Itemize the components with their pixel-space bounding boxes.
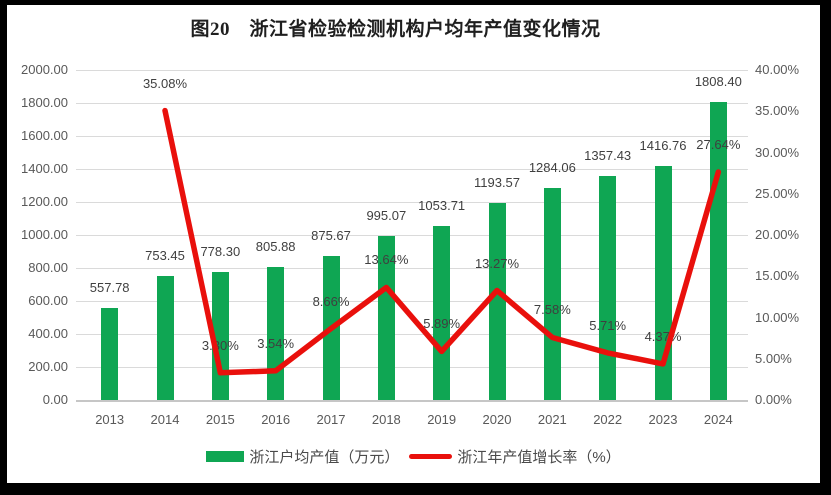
growth-rate-label: 7.58% [533,302,571,318]
bar [543,188,561,400]
gridline [76,70,748,71]
x-axis-category-label: 2013 [95,412,125,427]
x-axis-category-label: 2023 [648,412,678,427]
gridline [76,169,748,170]
growth-rate-label: 13.27% [474,255,520,271]
line-series-swatch-icon [409,453,453,459]
x-axis-category-label: 2022 [593,412,623,427]
gridline [76,235,748,236]
bar [654,166,672,400]
bar-series-swatch-icon [206,450,245,462]
x-axis-category-label: 2017 [316,412,346,427]
legend-label-bar-series: 浙江户均产值（万元） [249,448,400,466]
bar [267,267,285,400]
legend-label-line-series: 浙江年产值增长率（%） [457,448,621,466]
left-axis-tick-label: 1400.00 [21,161,68,176]
gridline [76,301,748,302]
bar [488,203,506,400]
left-axis-tick-label: 1200.00 [21,194,68,209]
right-axis-tick-label: 30.00% [755,144,800,160]
left-axis-tick-label: 200.00 [28,359,68,374]
bar [211,271,229,400]
growth-rate-label: 5.89% [423,316,461,332]
growth-rate-label: 13.64% [364,252,409,268]
right-axis-tick-label: 20.00% [755,227,800,242]
bar [322,255,340,400]
bar-value-label: 1053.71 [418,198,466,214]
x-axis-category-label: 2015 [205,412,235,427]
bar [599,176,617,400]
bar-value-label: 1193.57 [473,175,521,191]
bar [433,226,451,400]
right-axis-tick-label: 35.00% [755,103,800,119]
bar [101,307,119,400]
left-axis-tick-label: 800.00 [28,260,68,275]
bar-value-label: 557.78 [89,279,130,295]
left-axis-tick-label: 1600.00 [21,128,68,143]
bar [156,275,174,400]
growth-rate-label: 27.64% [696,136,741,152]
left-axis-tick-label: 0.00 [42,392,68,407]
x-axis-category-label: 2021 [537,412,567,427]
right-axis-tick-label: 25.00% [755,185,800,201]
bar-value-label: 875.67 [311,227,351,243]
right-axis-tick-label: 5.00% [755,350,792,366]
growth-rate-label: 35.08% [142,75,188,91]
x-axis-line [76,399,748,402]
right-axis-tick-label: 40.00% [755,62,800,77]
left-axis-tick-label: 400.00 [28,326,68,341]
growth-rate-label: 4.37% [644,328,682,344]
growth-rate-label: 8.66% [312,293,350,309]
right-axis-tick-label: 15.00% [755,268,800,284]
left-axis-tick-label: 600.00 [28,293,68,308]
growth-rate-label: 3.54% [257,335,295,351]
right-axis-tick-label: 0.00% [755,392,792,407]
right-axis-tick-label: 10.00% [755,309,800,325]
left-axis-tick-label: 1000.00 [21,227,68,242]
left-axis-tick-label: 2000.00 [21,62,68,77]
gridline [76,136,748,137]
legend-item-bar-series: 浙江户均产值（万元） [206,446,399,467]
x-axis-category-label: 2020 [482,412,512,427]
chart-title: 图20 浙江省检验检测机构户均年产值变化情况 [190,19,601,40]
x-axis-category-label: 2019 [427,412,457,427]
gridline [76,367,748,368]
left-axis-tick-label: 1800.00 [21,95,68,110]
x-axis-category-label: 2018 [371,412,401,427]
gridline [76,103,748,104]
x-axis-category-label: 2016 [261,412,291,427]
legend: 浙江户均产值（万元） 浙江年产值增长率（%） [7,446,820,466]
legend-item-line-series: 浙江年产值增长率（%） [409,446,621,467]
x-axis-category-label: 2014 [150,412,180,427]
bar-value-label: 1808.40 [694,73,742,89]
x-axis-category-label: 2024 [703,412,733,427]
